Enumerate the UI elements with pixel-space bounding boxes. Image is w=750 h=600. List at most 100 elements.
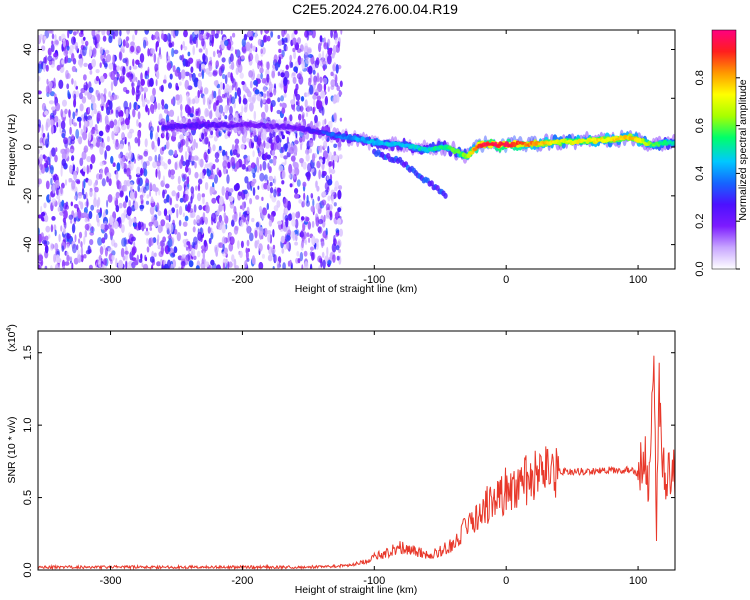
noise-speckle xyxy=(110,155,114,164)
noise-speckle xyxy=(125,64,129,73)
noise-speckle xyxy=(185,159,190,168)
noise-speckle xyxy=(260,131,264,140)
noise-speckle xyxy=(99,145,104,156)
noise-speckle xyxy=(197,231,203,241)
noise-speckle xyxy=(88,167,92,173)
noise-speckle xyxy=(73,204,79,209)
noise-speckle xyxy=(332,64,336,72)
noise-speckle xyxy=(71,223,76,234)
noise-speckle xyxy=(210,59,213,67)
noise-speckle xyxy=(149,130,153,140)
ridge-mark xyxy=(469,151,475,155)
noise-speckle xyxy=(129,76,133,82)
ridge-mark xyxy=(341,133,347,138)
noise-speckle xyxy=(72,164,76,172)
noise-speckle xyxy=(130,41,135,47)
noise-speckle xyxy=(69,126,72,135)
noise-speckle xyxy=(161,146,165,152)
noise-speckle xyxy=(75,128,80,139)
noise-speckle xyxy=(69,164,73,174)
noise-speckle xyxy=(129,102,132,110)
noise-speckle xyxy=(273,205,279,212)
noise-speckle xyxy=(108,216,114,226)
noise-speckle xyxy=(313,77,317,86)
noise-speckle xyxy=(121,224,125,234)
noise-speckle xyxy=(299,105,304,113)
noise-speckle xyxy=(294,241,298,246)
noise-speckle xyxy=(284,30,287,35)
noise-speckle xyxy=(122,58,127,64)
noise-speckle xyxy=(60,109,63,118)
noise-speckle xyxy=(261,196,264,201)
noise-speckle xyxy=(182,221,188,227)
noise-speckle xyxy=(297,37,301,45)
noise-speckle xyxy=(326,137,330,142)
noise-speckle xyxy=(125,152,130,160)
noise-speckle xyxy=(154,31,160,40)
noise-speckle xyxy=(293,107,296,112)
noise-speckle xyxy=(301,60,306,70)
noise-speckle xyxy=(218,242,224,249)
noise-speckle xyxy=(312,69,316,75)
noise-speckle xyxy=(269,92,273,98)
noise-speckle xyxy=(266,90,270,97)
noise-speckle xyxy=(240,240,244,249)
noise-speckle xyxy=(170,263,174,269)
noise-speckle xyxy=(66,254,70,262)
noise-speckle xyxy=(316,185,320,192)
noise-speckle xyxy=(195,142,198,149)
noise-speckle xyxy=(103,258,107,266)
noise-speckle xyxy=(240,143,245,150)
noise-speckle xyxy=(53,40,56,45)
noise-speckle xyxy=(123,168,127,173)
noise-speckle xyxy=(177,184,183,191)
noise-speckle xyxy=(38,239,41,245)
noise-speckle xyxy=(154,154,158,163)
colorbar-label: Normalized spectral amplitude xyxy=(737,79,749,220)
noise-speckle xyxy=(116,65,120,71)
noise-speckle xyxy=(260,48,263,54)
noise-speckle xyxy=(218,145,222,151)
noise-speckle xyxy=(104,247,108,257)
noise-speckle xyxy=(171,47,175,58)
noise-speckle xyxy=(179,159,183,170)
noise-speckle xyxy=(268,166,272,174)
noise-speckle xyxy=(59,126,62,134)
noise-speckle xyxy=(268,175,274,181)
noise-speckle xyxy=(139,205,144,212)
noise-speckle xyxy=(97,221,101,227)
noise-speckle xyxy=(76,116,82,122)
noise-speckle xyxy=(192,45,195,56)
noise-speckle xyxy=(223,247,228,255)
noise-speckle xyxy=(218,130,222,137)
noise-speckle xyxy=(169,169,176,176)
noise-speckle xyxy=(123,184,128,192)
noise-speckle xyxy=(272,156,277,166)
noise-speckle xyxy=(91,58,96,68)
noise-speckle xyxy=(38,75,41,82)
noise-speckle xyxy=(78,58,83,68)
noise-speckle xyxy=(43,36,47,41)
noise-speckle xyxy=(258,261,264,269)
noise-speckle xyxy=(83,145,89,153)
snr-y-tick-label: 1.5 xyxy=(22,345,34,360)
noise-speckle xyxy=(230,96,236,105)
noise-speckle xyxy=(262,207,268,216)
noise-speckle xyxy=(318,169,321,180)
noise-speckle xyxy=(82,131,88,141)
noise-speckle xyxy=(149,190,152,197)
noise-speckle xyxy=(332,96,337,105)
noise-speckle xyxy=(51,147,56,157)
noise-speckle xyxy=(111,130,115,141)
noise-speckle xyxy=(224,133,229,140)
noise-speckle xyxy=(183,30,188,38)
noise-speckle xyxy=(281,180,285,185)
noise-speckle xyxy=(309,148,312,154)
noise-speckle xyxy=(62,99,67,107)
noise-speckle xyxy=(184,104,190,114)
noise-speckle xyxy=(137,184,140,192)
noise-speckle xyxy=(165,215,170,221)
noise-speckle xyxy=(245,250,249,261)
noise-speckle xyxy=(267,230,272,235)
noise-speckle xyxy=(166,62,172,71)
